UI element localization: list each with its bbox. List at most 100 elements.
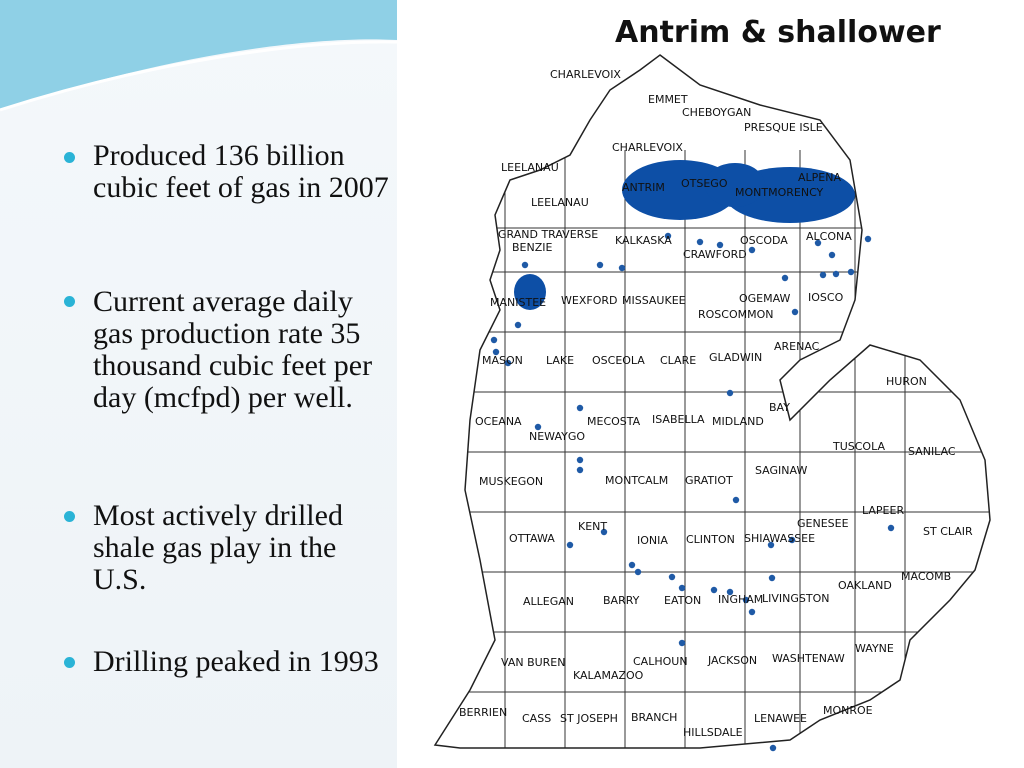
county-label: MISSAUKEE: [622, 294, 686, 307]
county-label: WAYNE: [855, 642, 894, 655]
county-label: CASS: [522, 712, 551, 725]
well-dot: [819, 271, 827, 279]
bullet-text: Most actively drilled shale gas play in …: [93, 499, 343, 596]
county-label: OCEANA: [475, 415, 522, 428]
county-label: BRANCH: [631, 711, 677, 724]
well-dot: [748, 246, 756, 254]
county-label: KENT: [578, 520, 607, 533]
county-label: BERRIEN: [459, 706, 507, 719]
map-title: Antrim & shallower: [615, 15, 941, 50]
county-label: OTTAWA: [509, 532, 555, 545]
county-label: LAPEER: [862, 504, 904, 517]
county-label: ST CLAIR: [923, 525, 973, 538]
well-dot: [726, 389, 734, 397]
county-label: ARENAC: [774, 340, 820, 353]
county-label: IONIA: [637, 534, 668, 547]
well-dot: [726, 588, 734, 596]
well-dot: [742, 596, 750, 604]
well-dot: [576, 466, 584, 474]
well-dot: [828, 251, 836, 259]
well-dot: [490, 336, 498, 344]
county-label: CLINTON: [686, 533, 735, 546]
well-dot: [600, 528, 608, 536]
well-dot: [566, 541, 574, 549]
well-dot: [710, 586, 718, 594]
well-dot: [732, 496, 740, 504]
county-label: OAKLAND: [838, 579, 892, 592]
bullet-dot: [64, 296, 75, 307]
swoosh: [0, 0, 397, 112]
county-label: OSCEOLA: [592, 354, 645, 367]
county-label: NEWAYGO: [529, 430, 585, 443]
county-label: LENAWEE: [754, 712, 807, 725]
county-label: EATON: [664, 594, 701, 607]
well-dot: [492, 348, 500, 356]
well-dot: [768, 574, 776, 582]
county-label: CHEBOYGAN: [682, 106, 751, 119]
state-outline: [433, 54, 991, 749]
well-dot: [696, 238, 704, 246]
well-cluster: [514, 160, 855, 310]
county-label: JACKSON: [707, 654, 757, 667]
county-label: ALLEGAN: [523, 595, 574, 608]
county-label: CLARE: [660, 354, 696, 367]
county-label: OSCODA: [740, 234, 788, 247]
county-label: ISABELLA: [652, 413, 705, 426]
well-dot: [767, 541, 775, 549]
county-label: SANILAC: [908, 445, 956, 458]
county-label: MIDLAND: [712, 415, 764, 428]
county-label: ALCONA: [806, 230, 852, 243]
county-label: VAN BUREN: [501, 656, 566, 669]
county-label: KALAMAZOO: [573, 669, 644, 682]
well-dot: [781, 274, 789, 282]
bullet-dot: [64, 657, 75, 668]
county-label: ROSCOMMON: [698, 308, 774, 321]
county-label: WASHTENAW: [772, 652, 845, 665]
bullet-dot: [64, 511, 75, 522]
well-dot: [521, 261, 529, 269]
county-label: PRESQUE ISLE: [744, 121, 823, 134]
county-label: MONROE: [823, 704, 873, 717]
well-dots: [490, 232, 895, 752]
county-label: TUSCOLA: [832, 440, 885, 453]
county-label: MUSKEGON: [479, 475, 543, 488]
map: Antrim & shallower CHARLEVOIX EMMETCHEBOY…: [433, 15, 991, 752]
county-label: MONTCALM: [605, 474, 668, 487]
well-dot: [678, 639, 686, 647]
bullet-dot: [64, 152, 75, 163]
county-label: HURON: [886, 375, 927, 388]
well-dot: [576, 456, 584, 464]
county-label: LEELANAU: [531, 196, 589, 209]
county-label: BENZIE: [512, 241, 553, 254]
county-label: CHARLEVOIX: [550, 68, 621, 81]
county-label: CRAWFORD: [683, 248, 747, 261]
well-dot: [576, 404, 584, 412]
well-dot: [847, 268, 855, 276]
bullet-text: Current average daily gas production rat…: [93, 285, 373, 414]
well-dot: [596, 261, 604, 269]
well-dot: [716, 241, 724, 249]
county-label: BAY: [769, 401, 790, 414]
county-label: MACOMB: [901, 570, 951, 583]
bullet-text: Drilling peaked in 1993: [93, 645, 379, 678]
well-dot: [514, 321, 522, 329]
county-label: GRATIOT: [685, 474, 733, 487]
county-label: ST JOSEPH: [560, 712, 618, 725]
county-label: EMMET: [648, 93, 688, 106]
well-dot: [678, 584, 686, 592]
well-dot: [832, 270, 840, 278]
well-dot: [664, 232, 672, 240]
bullet-text: Produced 136 billion cubic feet of gas i…: [93, 139, 389, 204]
well-dot: [634, 568, 642, 576]
county-label: MANISTEE: [490, 296, 546, 309]
county-label: SHIAWASSEE: [744, 532, 815, 545]
county-label: MONTMORENCY: [735, 186, 824, 199]
county-label: CHARLEVOIX: [612, 141, 683, 154]
county-label: INGHAM: [718, 593, 763, 606]
county-label: GRAND TRAVERSE: [498, 228, 598, 241]
county-label: IOSCO: [808, 291, 844, 304]
well-dot: [864, 235, 872, 243]
county-label: WEXFORD: [561, 294, 617, 307]
well-dot: [814, 239, 822, 247]
